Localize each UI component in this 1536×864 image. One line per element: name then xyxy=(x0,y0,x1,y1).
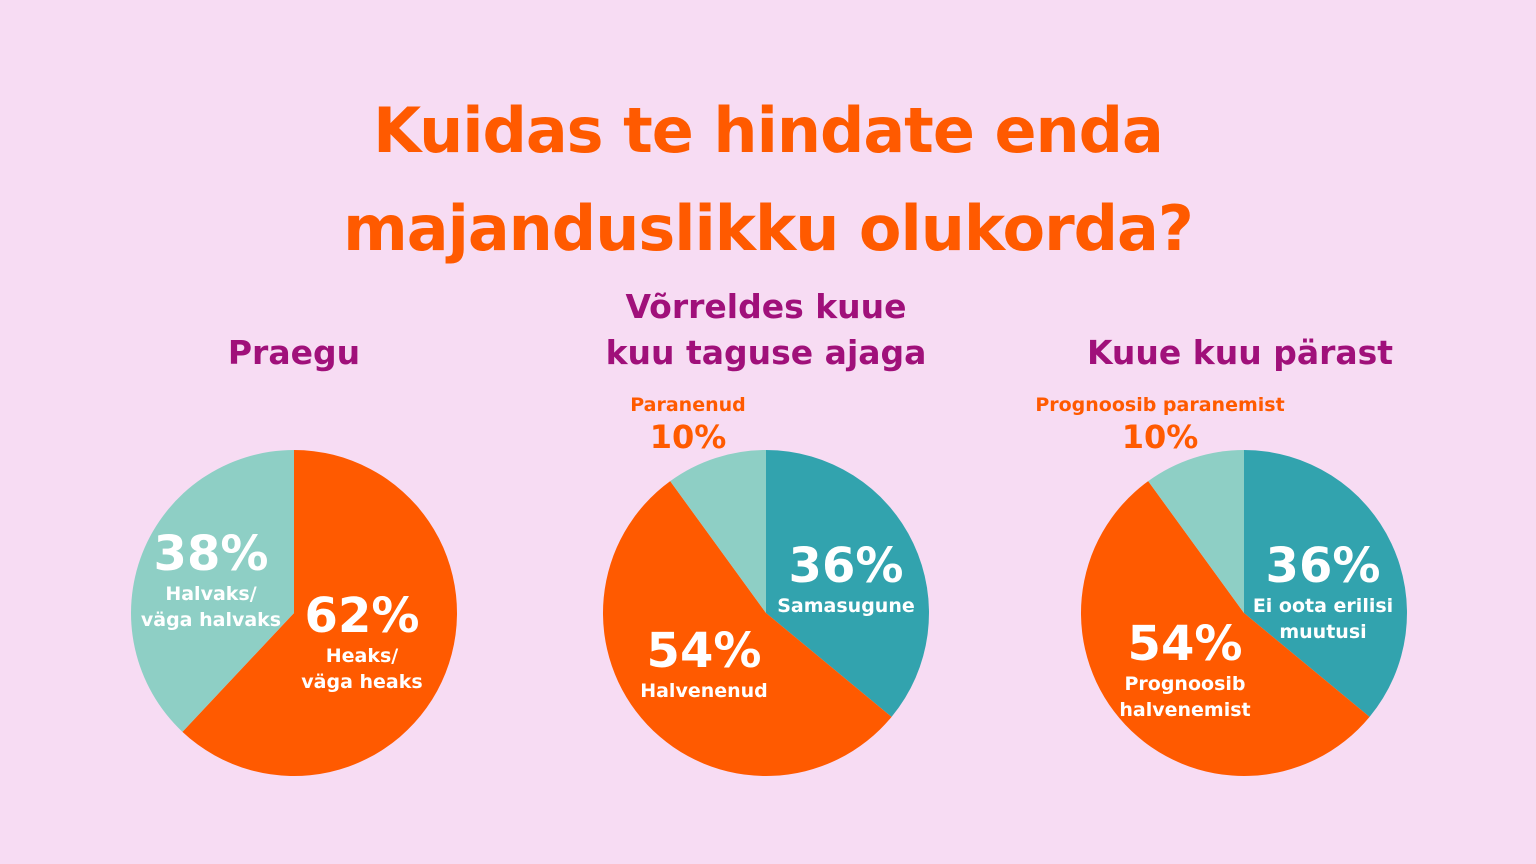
slice-category-label: Halvaks/ xyxy=(165,583,256,605)
slice-note-paranenud: Paranenud 10% xyxy=(588,392,788,456)
chart-title-kuue-kuu-parast: Kuue kuu pärast xyxy=(1086,333,1394,372)
pie-slice-paranenud xyxy=(670,450,766,613)
page-title-line-2: majanduslikku olukorda? xyxy=(343,192,1194,265)
slice-category-label: väga halvaks xyxy=(141,609,281,631)
slice-category-label: Ei oota erilisi xyxy=(1253,595,1393,617)
slice-note-label: Paranenud xyxy=(630,394,746,416)
slice-note-value: 10% xyxy=(649,418,727,456)
slice-note-prognoosib-paranemist: Prognoosib paranemist 10% xyxy=(1020,392,1300,456)
slice-value-label: 38% xyxy=(154,526,269,582)
slice-value-label: 54% xyxy=(1128,616,1243,672)
page-title: Kuidas te hindate enda majanduslikku olu… xyxy=(0,82,1536,278)
slice-value-label: 36% xyxy=(789,538,904,594)
slice-category-label: Samasugune xyxy=(777,595,915,617)
slice-category-label: väga heaks xyxy=(301,671,422,693)
slice-value-label: 62% xyxy=(305,588,420,644)
slice-value-label: 54% xyxy=(647,623,762,679)
slice-category-label: halvenemist xyxy=(1119,699,1250,721)
slice-category-label: Halvenenud xyxy=(640,680,768,702)
slice-category-label: Prognoosib xyxy=(1124,673,1245,695)
chart-title-praegu: Praegu xyxy=(227,333,361,372)
pie-slice-halvenenud xyxy=(602,481,892,777)
chart-title-vorreldes-line-2: kuu taguse ajaga xyxy=(605,333,927,372)
slice-note-label: Prognoosib paranemist xyxy=(1035,394,1285,416)
chart-title-vorreldes-line-1: Võrreldes kuue xyxy=(625,287,907,326)
slice-category-label: muutusi xyxy=(1279,621,1366,643)
slice-category-label: Heaks/ xyxy=(326,645,399,667)
slice-note-value: 10% xyxy=(1121,418,1199,456)
pie-slice-ei-oota-erilisi-muutusi xyxy=(1244,450,1407,717)
slice-value-label: 36% xyxy=(1266,538,1381,594)
pie-slice-prognoosib-halvenemist xyxy=(1080,481,1370,777)
pie-slice-prognoosib-paranemist xyxy=(1148,450,1244,613)
chart-title-vorreldes: Võrreldes kuue kuu taguse ajaga xyxy=(566,284,966,376)
pie-slice-samasugune xyxy=(766,450,929,717)
page-title-line-1: Kuidas te hindate enda xyxy=(373,94,1164,167)
pie-slice-halvaks-väga-halvaks xyxy=(131,450,294,732)
pie-slice-heaks-väga-heaks xyxy=(182,450,458,776)
